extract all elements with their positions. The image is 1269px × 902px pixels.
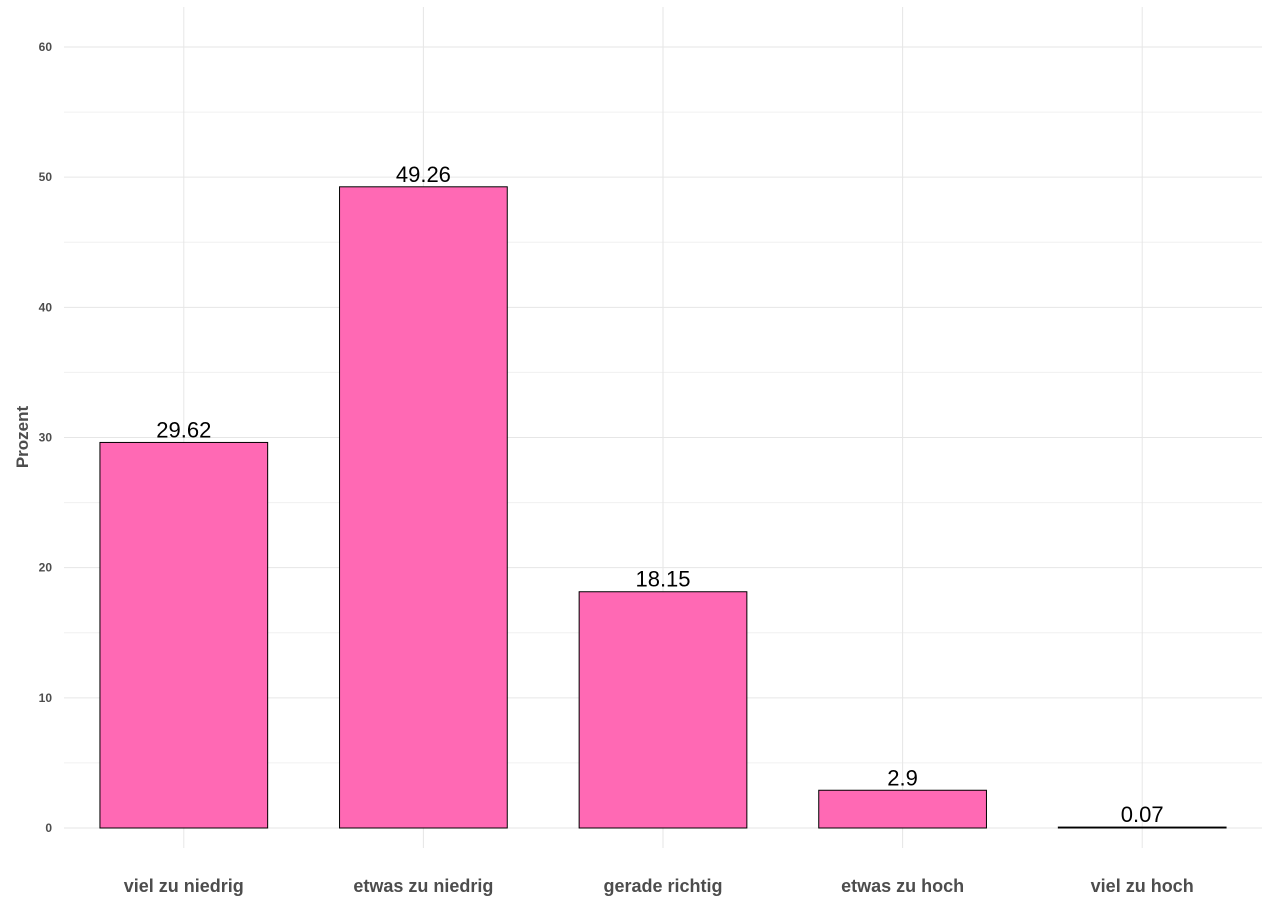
y-tick-label: 40 bbox=[39, 300, 53, 314]
bar bbox=[1057, 826, 1227, 829]
data-label: 29.62 bbox=[156, 417, 211, 442]
y-tick-label: 60 bbox=[39, 40, 53, 54]
data-label: 18.15 bbox=[635, 567, 690, 592]
x-tick-label: gerade richtig bbox=[603, 876, 722, 896]
bars bbox=[99, 186, 1227, 829]
x-tick-label: viel zu hoch bbox=[1091, 876, 1194, 896]
x-axis: viel zu niedrig etwas zu niedrig gerade ri… bbox=[124, 876, 1194, 896]
y-tick-label: 10 bbox=[39, 691, 53, 705]
bar bbox=[578, 591, 748, 829]
data-label: 2.9 bbox=[887, 765, 918, 790]
x-tick-label: viel zu niedrig bbox=[124, 876, 244, 896]
data-label: 49.26 bbox=[396, 162, 451, 187]
x-tick-label: etwas zu hoch bbox=[841, 876, 964, 896]
bar bbox=[818, 789, 987, 829]
y-tick-label: 0 bbox=[45, 821, 52, 835]
data-label: 0.07 bbox=[1121, 802, 1164, 827]
x-tick-label: etwas zu niedrig bbox=[353, 876, 493, 896]
y-axis: 0 10 20 30 40 50 60 bbox=[39, 40, 53, 835]
bar bbox=[99, 441, 269, 829]
y-tick-label: 30 bbox=[39, 431, 53, 445]
y-tick-label: 50 bbox=[39, 170, 53, 184]
data-labels: 29.62 49.26 18.15 2.9 0.07 bbox=[156, 162, 1163, 827]
y-axis-title: Prozent bbox=[13, 405, 32, 468]
bar bbox=[339, 186, 508, 829]
y-tick-label: 20 bbox=[39, 561, 53, 575]
